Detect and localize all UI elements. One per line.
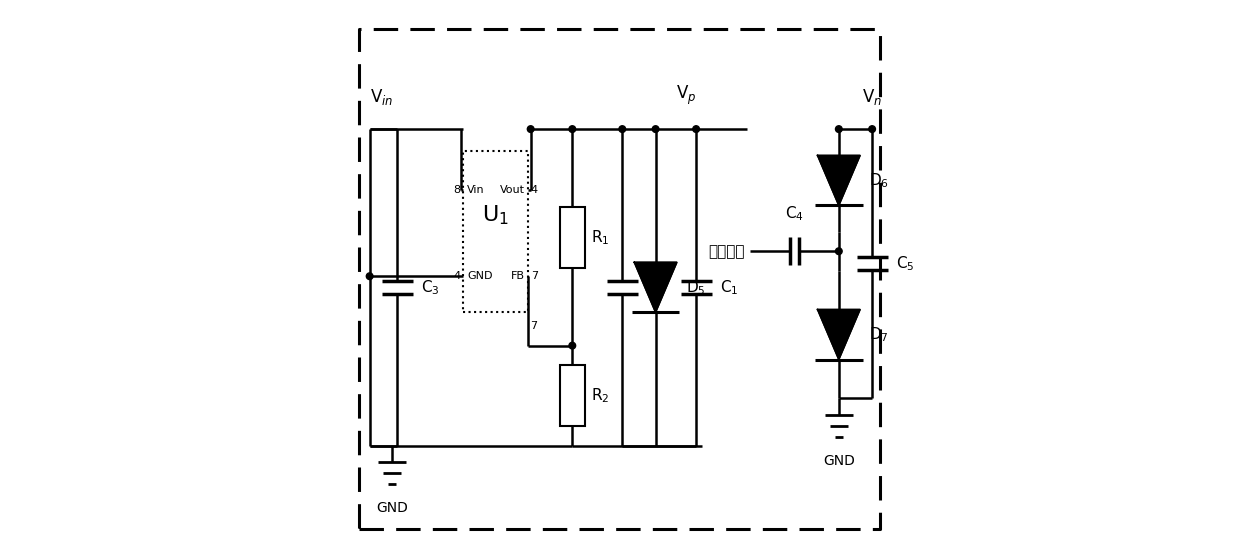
Text: C$_5$: C$_5$ [896, 254, 914, 273]
Text: 7: 7 [530, 271, 538, 281]
Text: 4: 4 [530, 185, 538, 195]
Circle shape [652, 126, 659, 132]
Text: GND: GND [467, 271, 493, 281]
Circle shape [569, 342, 576, 349]
Circle shape [367, 273, 373, 280]
Circle shape [569, 126, 576, 132]
Text: D$_6$: D$_6$ [870, 171, 890, 190]
Bar [560, 207, 585, 268]
Text: V$_{in}$: V$_{in}$ [369, 87, 393, 107]
Circle shape [693, 126, 700, 132]
Text: GND: GND [823, 454, 855, 468]
Text: V$_p$: V$_p$ [676, 84, 696, 107]
Text: Vout: Vout [501, 185, 525, 195]
Text: 7: 7 [530, 321, 538, 331]
Text: C$_3$: C$_3$ [421, 278, 440, 297]
Circle shape [620, 126, 626, 132]
Text: 方波激励: 方波激励 [707, 244, 745, 259]
Text: FB: FB [512, 271, 525, 281]
Text: R$_2$: R$_2$ [591, 386, 610, 405]
Text: C$_1$: C$_1$ [720, 278, 738, 297]
Circle shape [835, 248, 843, 254]
Text: U$_1$: U$_1$ [482, 203, 509, 227]
Text: C$_4$: C$_4$ [786, 205, 804, 223]
Text: R$_1$: R$_1$ [591, 228, 610, 247]
Text: 4: 4 [453, 271, 460, 281]
Text: V$_n$: V$_n$ [862, 87, 882, 107]
Polygon shape [634, 262, 676, 312]
Bar [560, 365, 585, 426]
Polygon shape [818, 310, 860, 359]
Circle shape [528, 126, 534, 132]
Polygon shape [818, 156, 860, 205]
Text: C$_2$: C$_2$ [647, 278, 664, 297]
Text: D$_7$: D$_7$ [870, 325, 890, 344]
Bar [463, 151, 528, 312]
Circle shape [869, 126, 876, 132]
Text: 8: 8 [453, 185, 460, 195]
Circle shape [835, 126, 843, 132]
Text: GND: GND [375, 501, 408, 515]
Text: D$_5$: D$_5$ [686, 278, 706, 297]
Text: Vin: Vin [467, 185, 484, 195]
